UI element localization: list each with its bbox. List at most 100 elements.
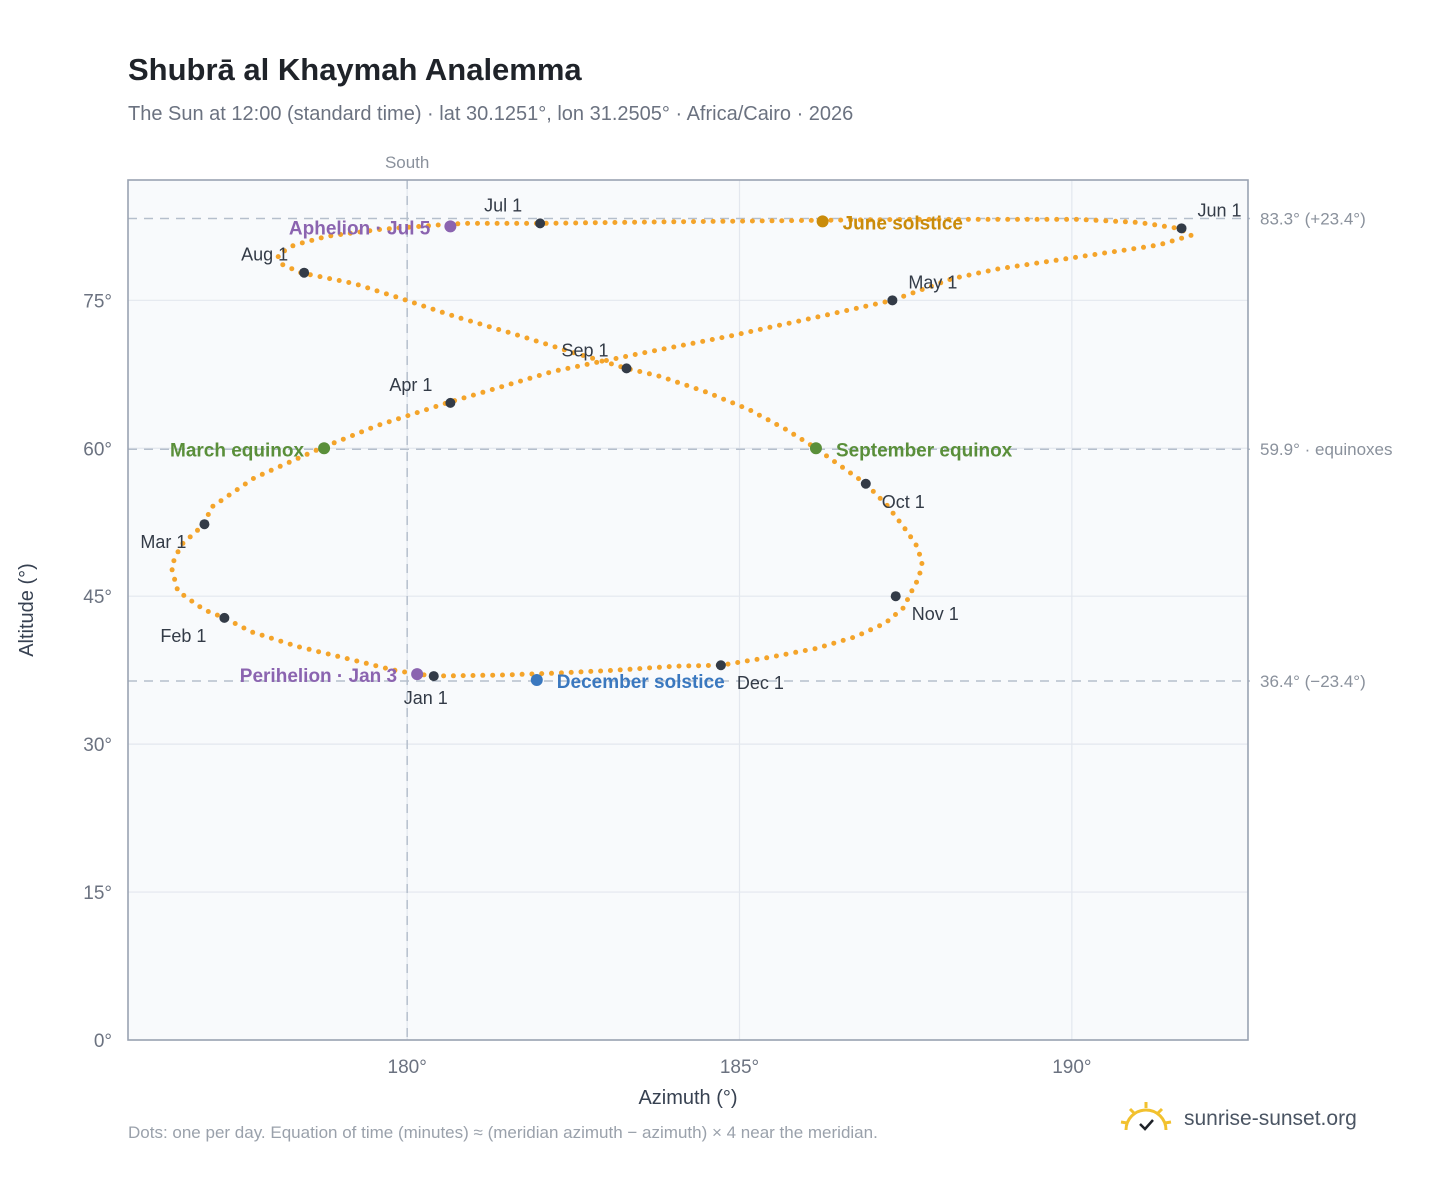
event-marker [444, 220, 457, 233]
daily-dot [470, 673, 476, 678]
daily-dot [700, 338, 706, 344]
daily-dot [181, 592, 187, 598]
daily-dot [234, 487, 240, 493]
daily-dot [327, 276, 333, 282]
daily-dot [588, 668, 594, 674]
sun-logo-icon [1120, 1102, 1172, 1131]
daily-dot [486, 324, 492, 330]
daily-dot [831, 640, 837, 646]
daily-dot [505, 329, 511, 335]
y-axis-label: Altitude (°) [16, 563, 38, 657]
daily-dot [406, 224, 412, 230]
daily-dot [275, 254, 281, 260]
daily-dot [382, 665, 388, 671]
daily-dot [174, 586, 180, 592]
daily-dot [671, 219, 677, 225]
daily-dot [475, 220, 480, 226]
daily-dot [325, 651, 331, 657]
daily-dot [1014, 263, 1020, 269]
plot-frame [127, 179, 1249, 1041]
daily-dot [519, 671, 525, 677]
event-marker [411, 668, 424, 681]
daily-dot [210, 503, 216, 509]
daily-dot [365, 285, 371, 291]
event-marker [530, 674, 543, 687]
daily-dot [347, 230, 353, 236]
daily-dot [666, 664, 672, 670]
daily-dot [757, 326, 763, 332]
x-tick-label: 190° [1052, 1057, 1091, 1078]
daily-dot [405, 413, 411, 419]
daily-dot [872, 301, 878, 307]
daily-dot [985, 216, 991, 222]
brand-logo[interactable]: sunrise-sunset.org [1120, 1100, 1357, 1138]
daily-dot [834, 310, 840, 316]
daily-dot [1102, 250, 1108, 256]
daily-dot [885, 618, 891, 624]
month-label: Jul 1 [484, 195, 522, 215]
daily-dot [693, 386, 699, 392]
daily-dot [647, 665, 653, 671]
daily-dot [808, 217, 814, 223]
reference-line-label: 83.3° (+23.4°) [1260, 209, 1366, 228]
daily-dot [568, 669, 574, 675]
x-tick-label: 185° [720, 1057, 759, 1078]
daily-dot [357, 229, 363, 235]
daily-dot [396, 416, 401, 422]
daily-dot [561, 347, 567, 353]
daily-dot [350, 433, 355, 438]
daily-dot [946, 216, 952, 222]
daily-dot [661, 346, 667, 352]
month-markers: Jan 1 Feb 1 Mar 1 Apr 1 May 1 Jun 1 Jul 1 Aug 1… [140, 195, 1241, 708]
daily-dot [608, 361, 614, 367]
daily-dot [1179, 235, 1185, 241]
daily-dot [354, 658, 360, 664]
daily-dot [749, 218, 755, 224]
daily-dot [1113, 218, 1119, 224]
daily-dot [346, 280, 352, 285]
daily-dot [355, 282, 361, 288]
daily-dot [617, 667, 623, 673]
y-tick-label: 0° [94, 1031, 112, 1052]
daily-dot [1005, 216, 1011, 222]
daily-dot [565, 365, 571, 371]
daily-dot [484, 220, 490, 226]
daily-dot [1043, 259, 1049, 265]
daily-dot [449, 312, 455, 318]
daily-dot [465, 220, 471, 226]
daily-dot [769, 218, 775, 224]
month-marker [887, 295, 898, 306]
daily-dot [171, 558, 177, 564]
daily-dot [832, 459, 837, 465]
daily-dot [1064, 216, 1070, 222]
daily-dot [1083, 217, 1089, 223]
daily-dot [524, 335, 530, 341]
daily-dot [887, 217, 893, 223]
daily-dot [1073, 216, 1079, 222]
daily-dot [909, 588, 915, 594]
daily-dot [947, 277, 953, 282]
daily-dot [539, 671, 545, 677]
daily-dot [524, 220, 530, 226]
daily-dot [936, 216, 942, 222]
daily-dot [793, 649, 799, 655]
daily-dot [1150, 243, 1156, 249]
daily-dot [1044, 216, 1050, 222]
daily-dot [504, 220, 510, 226]
daily-dot [917, 551, 922, 557]
daily-dot [914, 579, 919, 585]
daily-dot [592, 220, 598, 226]
daily-dot [1132, 219, 1138, 225]
daily-dot [340, 436, 346, 442]
daily-dot [480, 672, 486, 678]
daily-dot [189, 598, 195, 604]
daily-dot [553, 220, 559, 226]
daily-dot [641, 219, 647, 225]
daily-dot [900, 605, 906, 611]
daily-dot [477, 321, 483, 327]
month-marker [621, 363, 632, 374]
daily-dot [661, 219, 667, 225]
daily-dot [622, 219, 628, 225]
daily-dot [1093, 217, 1099, 223]
daily-dot [897, 217, 903, 222]
